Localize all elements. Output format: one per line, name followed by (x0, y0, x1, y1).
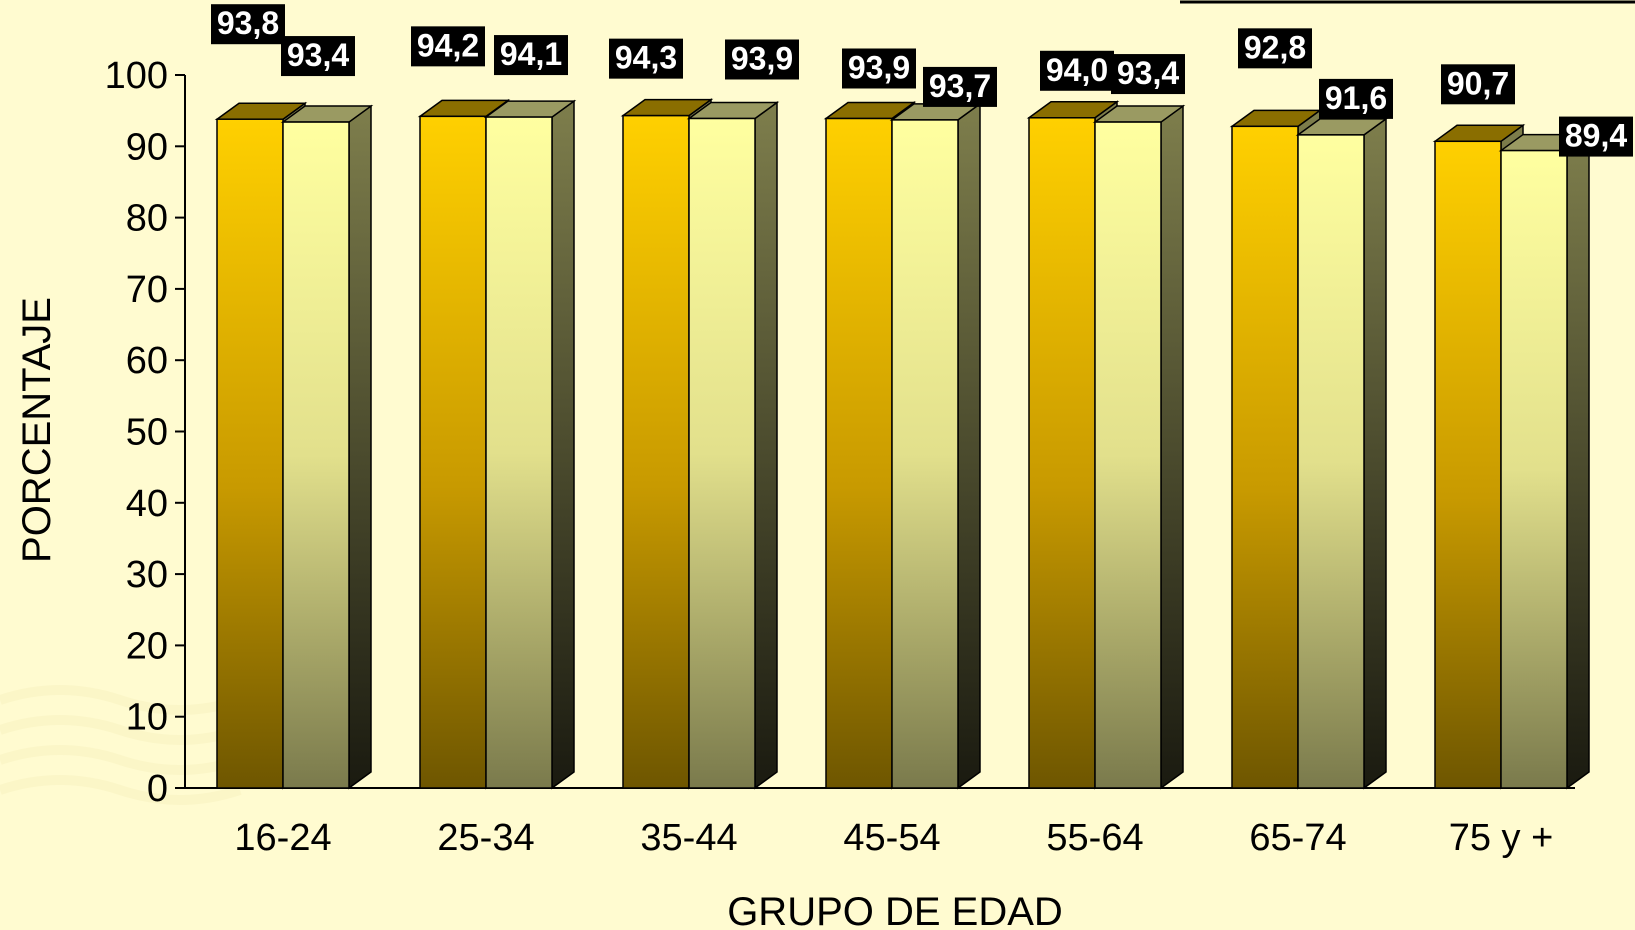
y-axis-title: PORCENTAJE (15, 297, 59, 563)
bar (1297, 134, 1365, 789)
bars (214, 98, 1592, 790)
svg-text:93,8: 93,8 (217, 5, 279, 41)
x-category-label: 35-44 (640, 817, 737, 859)
data-label: 93,4 (1111, 54, 1185, 95)
bar-side (1566, 133, 1590, 790)
y-tick-label: 90 (126, 126, 168, 168)
svg-text:93,4: 93,4 (287, 37, 349, 73)
bar (1094, 121, 1162, 789)
svg-text:93,4: 93,4 (1117, 55, 1179, 91)
data-label: 93,9 (842, 48, 916, 89)
svg-text:93,9: 93,9 (848, 49, 910, 85)
y-tick-label: 70 (126, 269, 168, 311)
x-category-label: 75 y + (1449, 817, 1554, 859)
data-label: 91,6 (1319, 78, 1393, 119)
x-axis-title: GRUPO DE EDAD (727, 890, 1063, 930)
bar (216, 118, 284, 789)
data-label: 94,1 (494, 35, 568, 76)
data-label: 90,7 (1441, 64, 1515, 105)
y-tick-label: 40 (126, 483, 168, 525)
bar (1434, 140, 1502, 789)
bar-side (957, 102, 981, 790)
data-label: 94,2 (411, 26, 485, 67)
data-label: 89,4 (1559, 116, 1633, 157)
y-tick-label: 80 (126, 198, 168, 240)
y-tick-label: 100 (105, 55, 168, 97)
svg-text:91,6: 91,6 (1325, 80, 1387, 116)
data-label: 92,8 (1238, 28, 1312, 69)
svg-text:94,1: 94,1 (500, 36, 562, 72)
data-label: 93,7 (923, 66, 997, 107)
x-category-label: 65-74 (1249, 817, 1346, 859)
svg-text:89,4: 89,4 (1565, 118, 1627, 154)
svg-text:93,9: 93,9 (731, 40, 793, 76)
data-label: 93,8 (211, 4, 285, 45)
bar (485, 116, 553, 789)
bar (419, 115, 487, 789)
svg-text:94,2: 94,2 (417, 27, 479, 63)
bar (1231, 125, 1299, 789)
bar-side (551, 99, 575, 790)
bar (1028, 117, 1096, 789)
bar (825, 117, 893, 789)
data-label: 93,4 (281, 36, 355, 77)
svg-text:90,7: 90,7 (1447, 65, 1509, 101)
svg-text:94,0: 94,0 (1046, 52, 1108, 88)
x-category-label: 55-64 (1046, 817, 1143, 859)
bar-side (1160, 104, 1184, 790)
y-tick-label: 20 (126, 625, 168, 667)
svg-text:93,7: 93,7 (929, 68, 991, 104)
data-labels: 93,893,4 94,2 94,1 94,3 93,9 93,993,7 94,0 93,4… (211, 4, 1633, 157)
watermark (0, 685, 242, 805)
svg-text:94,3: 94,3 (615, 40, 677, 76)
x-category-label: 16-24 (234, 817, 331, 859)
bar (688, 117, 756, 789)
bar (282, 121, 350, 789)
svg-text:92,8: 92,8 (1244, 29, 1306, 65)
bar (622, 114, 690, 789)
data-label: 94,0 (1040, 50, 1114, 91)
y-tick-label: 0 (147, 768, 168, 810)
bar (1500, 149, 1568, 789)
bar-side (1363, 117, 1387, 790)
y-tick-label: 30 (126, 554, 168, 596)
bar-side (754, 101, 778, 790)
x-category-label: 25-34 (437, 817, 534, 859)
x-axis-categories: 16-24 25-34 35-44 45-54 55-64 65-74 75 y + (234, 817, 1553, 859)
y-tick-label: 10 (126, 697, 168, 739)
bar (891, 119, 959, 789)
bar-side (348, 104, 372, 790)
data-label: 93,9 (725, 39, 799, 80)
y-tick-label: 60 (126, 340, 168, 382)
y-tick-label: 50 (126, 412, 168, 454)
x-category-label: 45-54 (843, 817, 940, 859)
y-axis-ticks: 0 10 20 30 40 50 60 70 80 90 100 (105, 55, 185, 810)
data-label: 94,3 (609, 38, 683, 79)
